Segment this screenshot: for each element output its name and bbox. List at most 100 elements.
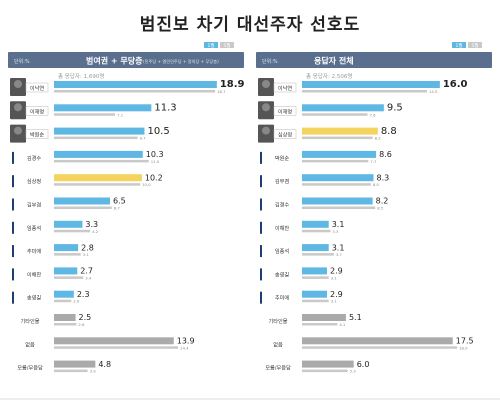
panel-2-photo-head-3 [262,126,270,135]
panel-2-value-current-10: 2.9 [330,290,343,299]
panel-1-name-marker-7 [12,221,14,234]
panel-1-bar-previous-1 [54,90,216,93]
panel-2-unit-label: 단위:% [262,58,278,65]
panel-2-category-label-5: 김부겸 [275,178,290,185]
panel-2-name-box-2 [273,106,297,116]
panel-1-category-label-6: 김부겸 [27,202,42,209]
panel-2-bar-previous-13 [302,369,348,373]
panel-1-value-previous-13: 3.9 [90,369,97,374]
panel-2-value-current-12: 17.5 [456,337,474,346]
panel-2-header-band [256,52,492,68]
panel-2-bar-previous-1 [302,90,427,93]
panel-1-header-title: 범여권 + 무당층 [86,56,143,66]
panel-2-value-current-6: 8.2 [376,197,389,206]
panel-1-value-previous-4: 11.0 [151,159,160,164]
panel-2-bar-current-10 [302,290,327,298]
panel-1-bar-current-13 [54,360,96,368]
panel-2-bar-previous-12 [302,346,458,349]
panel-2-value-previous-9: 3.1 [331,275,338,280]
panel-2-value-current-7: 3.1 [332,220,345,229]
panel-1-photo-head-1 [14,80,22,88]
panel-2-bar-current-5 [302,174,374,182]
panel-1-name-box-3 [25,129,49,139]
panel-1-value-previous-11: 2.6 [78,322,85,327]
panel-2-category-label-3: 심상정 [278,131,293,139]
panel-1-value-previous-12: 14.4 [180,345,189,350]
panel-2-bar-previous-7 [302,229,331,233]
panel-1-header-note: (민주당 + 열린민주당 + 정의당 + 무당층) [143,58,219,65]
panel-1-header-band [8,52,244,68]
panel-2-category-label-10: 추미애 [275,294,290,302]
panel-2-name-marker-10 [260,291,262,304]
panel-2-bar-current-8 [302,244,329,252]
panel-1-value-previous-6: 6.7 [114,206,121,211]
panel-1-bar-current-12 [54,337,174,345]
panel-1-value-previous-2: 7.1 [117,112,124,117]
panel-2-value-current-13: 6.0 [357,360,370,369]
panel-2-legend-swatch-previous [468,42,482,48]
panel-2-category-label-13: 모름/무응답 [265,365,291,372]
panel-1-value-previous-8: 3.1 [83,252,90,257]
panel-1-bar-current-1 [54,81,217,88]
panel-2-value-current-4: 8.6 [379,150,392,159]
panel-2-category-label-1: 이낙연 [278,84,293,92]
panel-2-bar-previous-6 [302,206,376,209]
panel-2-bar-previous-5 [302,183,371,186]
panel-2-value-current-8: 3.1 [332,243,345,252]
panel-2-photo-head-2 [262,103,270,112]
panel-2-name-marker-8 [260,245,262,258]
panel-1-bar-current-6 [54,197,110,205]
panel-1-category-label-11: 기타인물 [20,317,39,325]
panel-2-photo-head-1 [262,80,270,88]
panel-2-value-current-2: 9.5 [387,103,403,114]
panel-1-value-previous-5: 10.0 [142,182,151,187]
panel-2-value-previous-6: 8.5 [377,206,384,211]
panel-1-category-label-9: 이해찬 [27,270,42,278]
panel-2-bar-current-7 [302,220,329,228]
panel-1-category-label-8: 추미애 [27,247,42,255]
panel-1-value-previous-1: 18.7 [217,89,226,94]
panel-1-bar-previous-13 [54,369,88,373]
panel-2-bar-previous-11 [302,323,338,326]
panel-1-bar-previous-9 [54,276,84,279]
panel-1-unit-label: 단위:% [14,58,30,65]
panel-2-bar-current-1 [302,81,440,88]
panel-2-bar-current-3 [302,127,378,135]
panel-2-value-previous-11: 4.1 [339,322,346,327]
panel-1-bar-current-11 [54,314,76,321]
panel-2-bar-current-9 [302,267,327,275]
panel-1-value-current-13: 4.8 [98,360,111,369]
panel-1-category-label-13: 모름/무응답 [17,365,43,372]
panel-2-bar-previous-9 [302,276,329,279]
panel-2-category-label-11: 기타인물 [268,317,287,325]
panel-2-name-marker-6 [260,198,262,211]
panel-2-legend-label-current: 1월 [455,42,462,49]
panel-1-bar-current-8 [54,244,79,252]
panel-2-category-label-9: 송영길 [275,270,290,278]
panel-1-bar-current-5 [54,174,142,182]
panel-2-name-marker-5 [260,175,262,188]
panel-2-bar-previous-8 [302,253,334,256]
panel-1-bar-previous-12 [54,346,179,349]
panel-1-sample-size: 총 응답자: 1,690명 [58,72,104,80]
panel-1-bar-current-7 [54,220,83,228]
panel-1-value-current-6: 6.5 [113,197,126,206]
panel-2-value-previous-13: 5.3 [350,369,357,374]
panel-2-bar-current-11 [302,314,346,321]
panel-1-category-label-12: 없음 [25,340,35,348]
panel-1-value-previous-9: 3.4 [85,275,92,280]
panel-1-category-label-3: 박원순 [30,131,45,139]
panel-2-bar-previous-10 [302,299,329,303]
panel-1-name-marker-8 [12,245,14,258]
panel-1-value-current-3: 10.5 [147,126,169,137]
panel-1-category-label-10: 송영길 [27,294,42,302]
panel-2-category-label-12: 없음 [273,340,283,348]
panel-1-bar-current-9 [54,267,78,275]
panel-2-value-previous-4: 7.7 [370,159,377,164]
panel-2-value-current-9: 2.9 [330,267,343,276]
panel-1-photo-head-2 [14,103,22,112]
panel-2-name-marker-4 [260,151,262,164]
panel-2-value-current-11: 5.1 [349,313,362,322]
panel-2-value-previous-12: 18.0 [459,345,468,350]
panel-1-value-current-8: 2.8 [81,243,94,252]
